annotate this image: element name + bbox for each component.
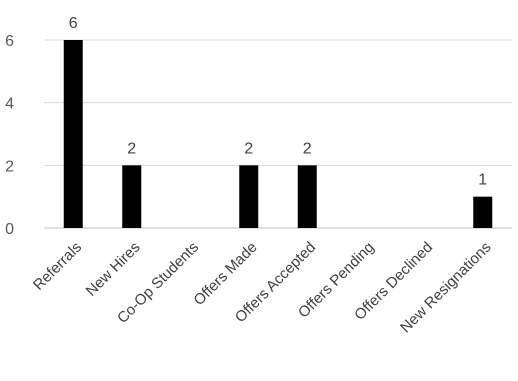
y-axis-ticks: 0 2 4 6: [5, 33, 14, 238]
data-labels: 6 2 2 2 1: [69, 15, 488, 189]
data-label: 1: [478, 172, 487, 189]
y-tick-label: 0: [5, 221, 14, 238]
y-tick-label: 6: [5, 33, 14, 50]
bars: [63, 40, 493, 228]
bar: [473, 196, 493, 228]
data-label: 2: [244, 140, 253, 157]
bar: [239, 165, 259, 228]
category-label: Referrals: [30, 239, 85, 294]
data-label: 6: [69, 15, 78, 32]
y-tick-label: 2: [5, 158, 14, 175]
bar: [122, 165, 142, 228]
data-label: 2: [303, 140, 312, 157]
category-label: New Hires: [83, 239, 144, 300]
bar: [63, 40, 83, 228]
data-label: 2: [127, 140, 136, 157]
bar: [297, 165, 317, 228]
gridlines: [44, 39, 512, 229]
y-tick-label: 4: [5, 96, 14, 113]
